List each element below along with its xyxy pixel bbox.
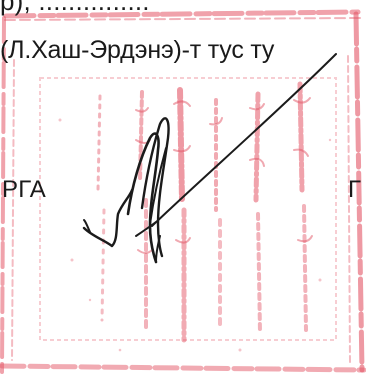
left-fragment-text: РГА — [2, 176, 47, 203]
right-fragment-text: Г — [348, 176, 361, 203]
name-line-text: (Л.Хаш-Эрдэнэ)-т тус ту — [0, 36, 275, 64]
top-line-partial-text: р), ............... — [0, 0, 150, 16]
